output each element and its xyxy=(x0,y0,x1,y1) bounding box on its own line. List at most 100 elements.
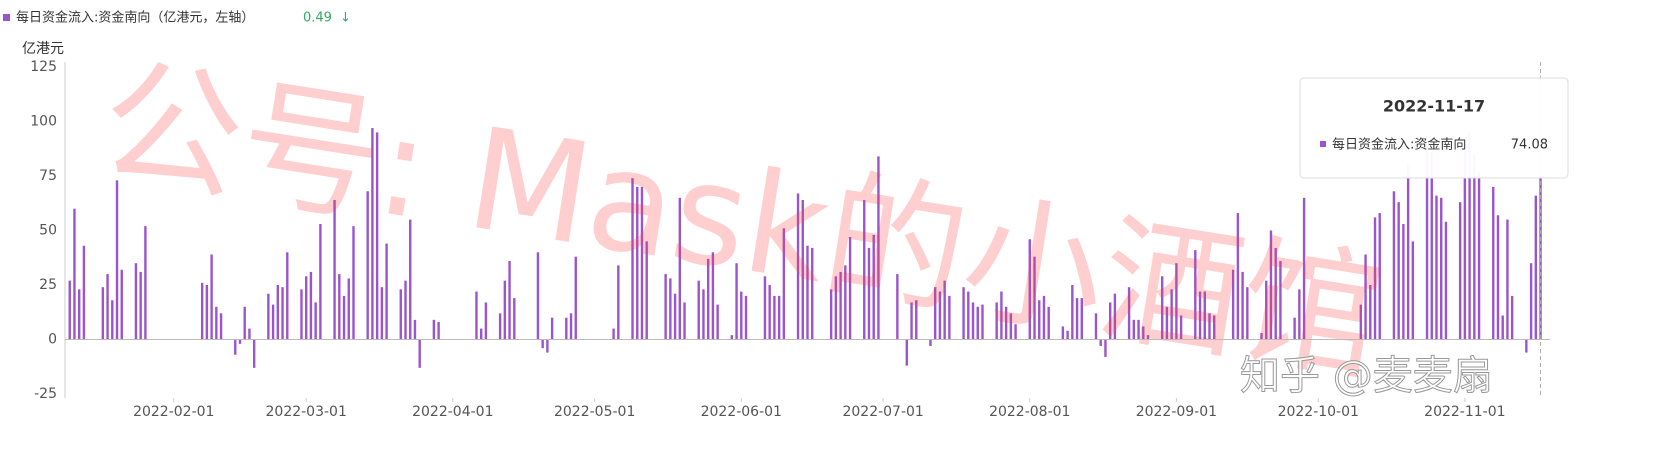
bar xyxy=(309,271,313,340)
bar xyxy=(1440,197,1443,340)
bar xyxy=(338,274,341,340)
bar xyxy=(1066,330,1069,340)
x-tick-label: 2022-05-01 xyxy=(554,404,635,420)
bar xyxy=(1033,256,1036,340)
bar xyxy=(134,263,138,340)
bar xyxy=(1160,276,1164,340)
tooltip-date: 2022-11-17 xyxy=(1383,97,1485,116)
bar xyxy=(1430,152,1433,340)
bar xyxy=(617,265,620,340)
bar xyxy=(678,197,682,340)
bar xyxy=(68,280,71,340)
bar xyxy=(1094,313,1098,340)
bar xyxy=(811,247,814,340)
bar xyxy=(1506,219,1509,340)
bar xyxy=(437,322,440,340)
y-tick-label: 0 xyxy=(48,332,57,348)
bar xyxy=(664,274,667,340)
bar xyxy=(1406,165,1410,340)
bar xyxy=(1359,304,1363,340)
bar xyxy=(248,328,251,340)
bar xyxy=(267,293,270,340)
bar xyxy=(1236,213,1240,340)
bar xyxy=(636,186,639,340)
bar xyxy=(711,252,715,340)
bar xyxy=(1435,195,1438,340)
bar xyxy=(479,328,483,340)
bar xyxy=(948,295,951,340)
x-tick-label: 2022-09-01 xyxy=(1136,404,1217,420)
bar xyxy=(1165,306,1169,340)
bar xyxy=(115,180,119,340)
bar xyxy=(252,339,256,368)
bar xyxy=(498,313,502,340)
bar xyxy=(503,280,507,340)
bar xyxy=(782,228,786,340)
bar xyxy=(806,245,809,340)
bar xyxy=(938,291,942,340)
bar xyxy=(1014,324,1017,340)
bar xyxy=(1392,191,1396,340)
bar xyxy=(210,254,213,340)
bar xyxy=(1246,287,1249,340)
bar xyxy=(863,199,866,340)
legend-swatch xyxy=(3,14,10,21)
bars xyxy=(68,128,1542,368)
bar xyxy=(1473,154,1476,340)
bar xyxy=(1510,295,1514,340)
bar xyxy=(1142,326,1145,340)
bar xyxy=(101,287,105,340)
bar xyxy=(1042,295,1046,340)
legend-label[interactable]: 每日资金流入:资金南向（亿港元，左轴） xyxy=(16,10,254,26)
bar xyxy=(763,276,767,340)
watermark: 知乎 @麦麦扇 xyxy=(1240,353,1493,399)
bar xyxy=(1194,250,1197,340)
bar xyxy=(1534,195,1538,340)
bar xyxy=(106,274,109,340)
bar xyxy=(612,328,615,340)
bar xyxy=(1298,289,1301,340)
bar xyxy=(1170,289,1173,340)
bar xyxy=(1463,143,1467,340)
bar xyxy=(669,278,672,340)
tooltip-value: 74.08 xyxy=(1511,138,1548,153)
bar xyxy=(347,278,350,340)
bar xyxy=(716,304,719,340)
bar xyxy=(1302,197,1306,340)
y-unit-label: 亿港元 xyxy=(22,41,64,57)
y-tick-label: 50 xyxy=(39,223,57,239)
bar xyxy=(1364,254,1367,340)
bar xyxy=(877,156,880,340)
bar xyxy=(413,319,417,340)
bar xyxy=(243,306,246,340)
bar xyxy=(976,306,979,340)
bar xyxy=(967,291,970,340)
bar xyxy=(768,285,771,340)
x-tick-label: 2022-08-01 xyxy=(989,404,1070,420)
bar xyxy=(1198,291,1202,340)
bar xyxy=(1208,313,1211,340)
bar xyxy=(1397,202,1400,340)
bar xyxy=(333,199,336,340)
bar xyxy=(1075,298,1079,340)
bar xyxy=(550,317,554,340)
bar xyxy=(1179,315,1183,340)
bar xyxy=(773,295,776,340)
bar xyxy=(777,295,781,340)
bar xyxy=(1213,315,1216,340)
bar xyxy=(1378,213,1381,340)
bar xyxy=(219,313,223,340)
bar xyxy=(1369,285,1372,340)
bar xyxy=(1293,317,1296,340)
bar xyxy=(1241,271,1244,340)
bar xyxy=(300,289,303,340)
bar xyxy=(276,285,280,340)
bar xyxy=(1529,263,1533,340)
bar xyxy=(740,291,743,340)
bar xyxy=(200,282,204,340)
bar xyxy=(342,295,346,340)
bar xyxy=(1411,241,1415,340)
bar xyxy=(933,287,937,340)
bar xyxy=(508,261,511,340)
